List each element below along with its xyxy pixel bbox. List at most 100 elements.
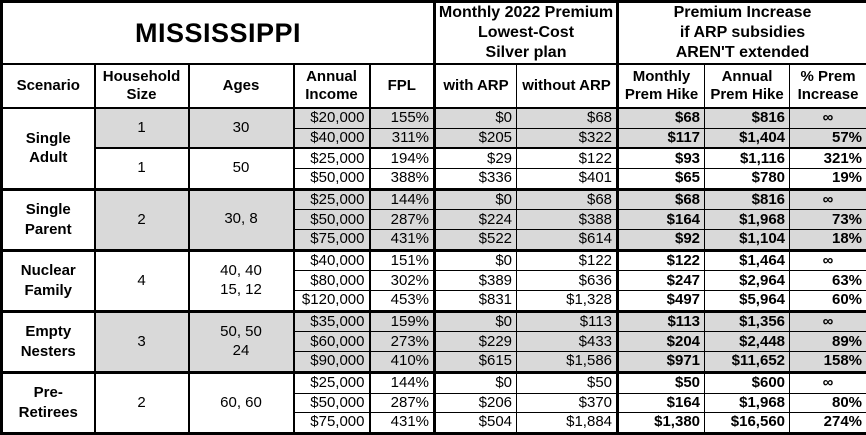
premium-group-header: Monthly 2022 Premium Lowest-Cost Silver …	[433, 1, 619, 65]
scenario-cell: Pre- Retirees	[1, 370, 95, 435]
fpl-cell: 302%	[368, 270, 436, 292]
state-title: MISSISSIPPI	[0, 1, 436, 65]
annual-hike-cell: $2,964	[704, 270, 791, 292]
pct-increase-cell: 19%	[789, 168, 866, 190]
annual-hike-cell: $1,464	[704, 248, 791, 272]
table-row: $75,000 431% $504 $1,884 $1,380 $16,560 …	[2, 412, 866, 434]
table-row: $75,000 431% $522 $614 $92 $1,104 18%	[2, 229, 866, 251]
fpl-cell: 194%	[368, 147, 436, 170]
table-row: Single Adult 1 30 $20,000 155% $0 $68 $6…	[1, 106, 866, 190]
scenario-cell: Single Adult	[1, 106, 95, 190]
fpl-cell: 273%	[368, 331, 436, 353]
ages-cell: 30, 8	[187, 187, 294, 251]
ages-cell: 50, 50 24	[187, 309, 294, 373]
income-cell: $60,000	[292, 331, 370, 353]
pct-increase-cell: ∞	[789, 248, 866, 272]
table-row: Empty Nesters 3 50, 50 24 $35,000 159% $…	[1, 309, 866, 373]
without-arp-cell: $388	[516, 209, 619, 231]
annual-hike-cell: $1,404	[704, 127, 791, 149]
without-arp-cell: $68	[516, 187, 619, 211]
table-row: $60,000 273% $229 $433 $204 $2,448 89%	[2, 331, 866, 353]
without-arp-cell: $113	[516, 309, 619, 333]
without-arp-cell: $1,884	[516, 412, 619, 434]
ages-cell: 60, 60	[187, 370, 294, 435]
pct-increase-cell: 274%	[789, 412, 866, 434]
monthly-hike-cell: $93	[616, 147, 706, 170]
monthly-hike-cell: $122	[616, 248, 706, 272]
monthly-hike-cell: $65	[616, 168, 706, 190]
column-header-household-size: Household Size	[93, 63, 189, 109]
without-arp-cell: $433	[516, 331, 619, 353]
with-arp-cell: $229	[433, 331, 518, 353]
income-cell: $25,000	[292, 370, 370, 394]
monthly-hike-cell: $92	[616, 229, 706, 251]
pct-increase-cell: ∞	[789, 187, 866, 211]
pct-increase-cell: 18%	[789, 229, 866, 251]
pct-increase-cell: ∞	[789, 106, 866, 129]
fpl-cell: 431%	[368, 229, 436, 251]
pct-increase-cell: 63%	[789, 270, 866, 292]
without-arp-cell: $401	[516, 168, 619, 190]
table-row: $90,000 410% $615 $1,586 $971 $11,652 15…	[2, 351, 866, 373]
pct-increase-cell: 321%	[789, 147, 866, 170]
fpl-cell: 287%	[368, 392, 436, 414]
income-cell: $50,000	[292, 168, 370, 190]
column-header-scenario: Scenario	[1, 63, 95, 109]
scenario-cell: Empty Nesters	[1, 309, 95, 373]
fpl-cell: 410%	[368, 351, 436, 373]
column-header-row: Scenario Household Size Ages Annual Inco…	[1, 63, 866, 109]
header-group-row: MISSISSIPPI Monthly 2022 Premium Lowest-…	[0, 1, 866, 65]
annual-hike-cell: $780	[704, 168, 791, 190]
with-arp-cell: $831	[433, 290, 518, 312]
monthly-hike-cell: $204	[616, 331, 706, 353]
income-cell: $25,000	[292, 147, 370, 170]
with-arp-cell: $0	[433, 248, 518, 272]
income-cell: $75,000	[292, 229, 370, 251]
annual-hike-cell: $1,104	[704, 229, 791, 251]
monthly-hike-cell: $1,380	[616, 412, 706, 434]
fpl-cell: 388%	[368, 168, 436, 190]
fpl-cell: 151%	[368, 248, 436, 272]
with-arp-cell: $29	[433, 147, 518, 170]
income-cell: $25,000	[292, 187, 370, 211]
annual-hike-cell: $1,116	[704, 147, 791, 170]
without-arp-cell: $122	[516, 147, 619, 170]
monthly-hike-cell: $113	[616, 309, 706, 333]
annual-hike-cell: $1,968	[704, 392, 791, 414]
pct-increase-cell: 80%	[789, 392, 866, 414]
column-header-with-arp: with ARP	[433, 63, 518, 109]
scenario-cell: Nuclear Family	[1, 248, 95, 312]
annual-hike-cell: $11,652	[704, 351, 791, 373]
monthly-hike-cell: $68	[616, 106, 706, 129]
with-arp-cell: $504	[433, 412, 518, 434]
with-arp-cell: $615	[433, 351, 518, 373]
monthly-hike-cell: $247	[616, 270, 706, 292]
income-cell: $50,000	[292, 209, 370, 231]
household-size-cell: 4	[93, 248, 189, 312]
without-arp-cell: $370	[516, 392, 619, 414]
with-arp-cell: $0	[433, 187, 518, 211]
income-cell: $75,000	[292, 412, 370, 434]
income-cell: $50,000	[292, 392, 370, 414]
annual-hike-cell: $816	[704, 187, 791, 211]
monthly-hike-cell: $50	[616, 370, 706, 394]
column-header-fpl: FPL	[368, 63, 436, 109]
column-header-annual-hike: Annual Prem Hike	[704, 63, 791, 109]
pct-increase-cell: 89%	[789, 331, 866, 353]
column-header-pct-increase: % Prem Increase	[789, 63, 866, 109]
with-arp-cell: $224	[433, 209, 518, 231]
without-arp-cell: $1,586	[516, 351, 619, 373]
annual-hike-cell: $1,968	[704, 209, 791, 231]
ages-cell: 50	[187, 147, 294, 190]
with-arp-cell: $522	[433, 229, 518, 251]
annual-hike-cell: $600	[704, 370, 791, 394]
household-size-cell: 1	[93, 106, 189, 149]
annual-hike-cell: $16,560	[704, 412, 791, 434]
ages-cell: 30	[187, 106, 294, 149]
pct-increase-cell: 158%	[789, 351, 866, 373]
fpl-cell: 453%	[368, 290, 436, 312]
table-row: $50,000 287% $206 $370 $164 $1,968 80%	[2, 392, 866, 414]
table-row: $80,000 302% $389 $636 $247 $2,964 63%	[2, 270, 866, 292]
scenario-cell: Single Parent	[1, 187, 95, 251]
